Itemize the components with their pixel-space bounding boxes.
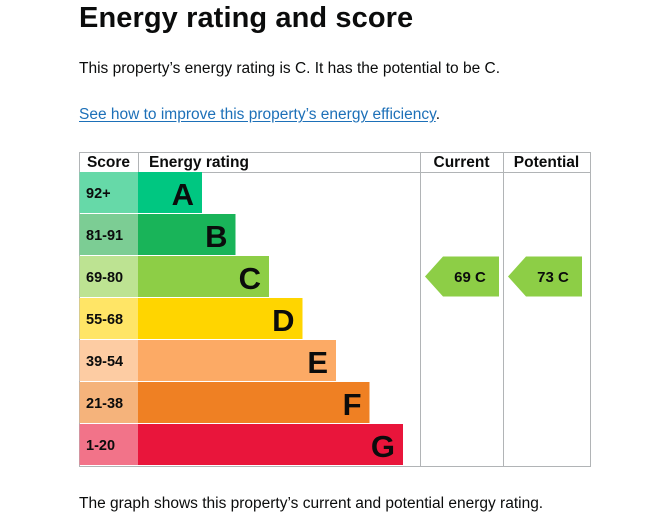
score-cell-f [79,382,139,423]
rating-bar-a [138,172,202,213]
rating-letter-e: E [307,345,328,380]
score-range-a: 92+ [86,186,111,202]
score-cell-g [79,424,139,465]
rating-letter-d: D [272,303,294,338]
rating-letter-b: B [205,219,227,254]
rating-bar-g [138,424,403,465]
rating-summary: This property’s energy rating is C. It h… [79,60,501,77]
rating-bar-c [138,256,269,297]
score-range-g: 1-20 [86,438,115,454]
chart-headers: Score Energy rating Current Potential [87,154,579,171]
score-cell-a [79,172,139,213]
score-range-e: 39-54 [86,354,123,370]
score-cell-b [79,214,139,255]
rating-bar-f [138,382,370,423]
rating-bar-b [138,214,236,255]
score-range-b: 81-91 [86,228,123,244]
header-score: Score [87,154,130,171]
link-suffix: . [435,106,440,123]
chart-markers: 69 C 73 C [425,256,582,297]
header-potential: Potential [514,154,579,171]
header-energy-rating: Energy rating [149,154,249,171]
rating-bar-d [138,298,303,339]
current-rating-label: 69 C [454,269,486,286]
potential-rating-label: 73 C [537,269,569,286]
rating-bar-e [138,340,336,381]
improve-link-line: See how to improve this property’s energ… [79,105,440,125]
chart-bands: 92+ A 81-91 B 69-80 C 55-68 D 39-54 E 21-38 F 1-20 G [79,172,403,465]
score-range-d: 55-68 [86,312,123,328]
graph-caption: The graph shows this property’s current … [79,495,544,512]
score-cell-d [79,298,139,339]
score-cell-c [79,256,139,297]
rating-letter-g: G [371,429,395,464]
current-rating-arrow [425,256,499,297]
header-current: Current [434,154,490,171]
improve-efficiency-link[interactable]: See how to improve this property’s energ… [79,106,436,123]
rating-letter-f: F [343,387,362,422]
score-range-f: 21-38 [86,396,123,412]
score-range-c: 69-80 [86,270,123,286]
rating-letter-c: C [239,261,261,296]
rating-letter-a: A [172,177,194,212]
score-cell-e [79,340,139,381]
potential-rating-arrow [508,256,582,297]
page-title: Energy rating and score [79,2,414,34]
